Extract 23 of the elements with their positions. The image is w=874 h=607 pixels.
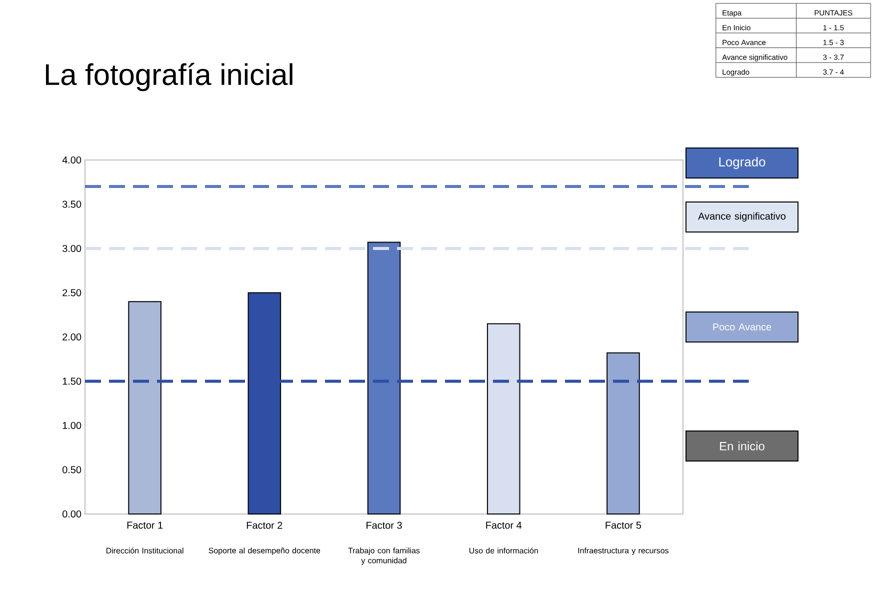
x-tick-label: Factor 1: [127, 522, 163, 529]
x-tick-label: Factor 5: [606, 522, 642, 529]
y-tick-label: 2.50: [62, 289, 82, 296]
y-tick-label: 2.00: [62, 333, 82, 341]
annotation: Avance significativo: [698, 212, 786, 222]
x-tick-label: Factor 3: [366, 522, 402, 529]
y-tick-label: 0.50: [62, 466, 82, 474]
x-tick-label: Factor 4: [486, 522, 522, 529]
bar: [606, 352, 640, 514]
y-tick-label: 1.00: [62, 422, 82, 430]
y-tick-label: 3.50: [62, 200, 82, 208]
y-tick-label: 1.50: [62, 378, 82, 385]
bar: [367, 242, 401, 514]
x-tick-label: Factor 2: [246, 522, 282, 529]
bar: [486, 323, 520, 514]
y-tick-label: 4.00: [62, 156, 82, 164]
annotation: En inicio: [720, 442, 764, 450]
annotation: Logrado: [719, 156, 766, 170]
y-tick-label: 0.00: [62, 510, 82, 518]
chart-title: La fotografía inicial: [46, 62, 292, 92]
bar: [128, 301, 162, 514]
annotation: Poco Avance: [713, 324, 772, 330]
y-tick-label: 3.00: [62, 244, 82, 252]
